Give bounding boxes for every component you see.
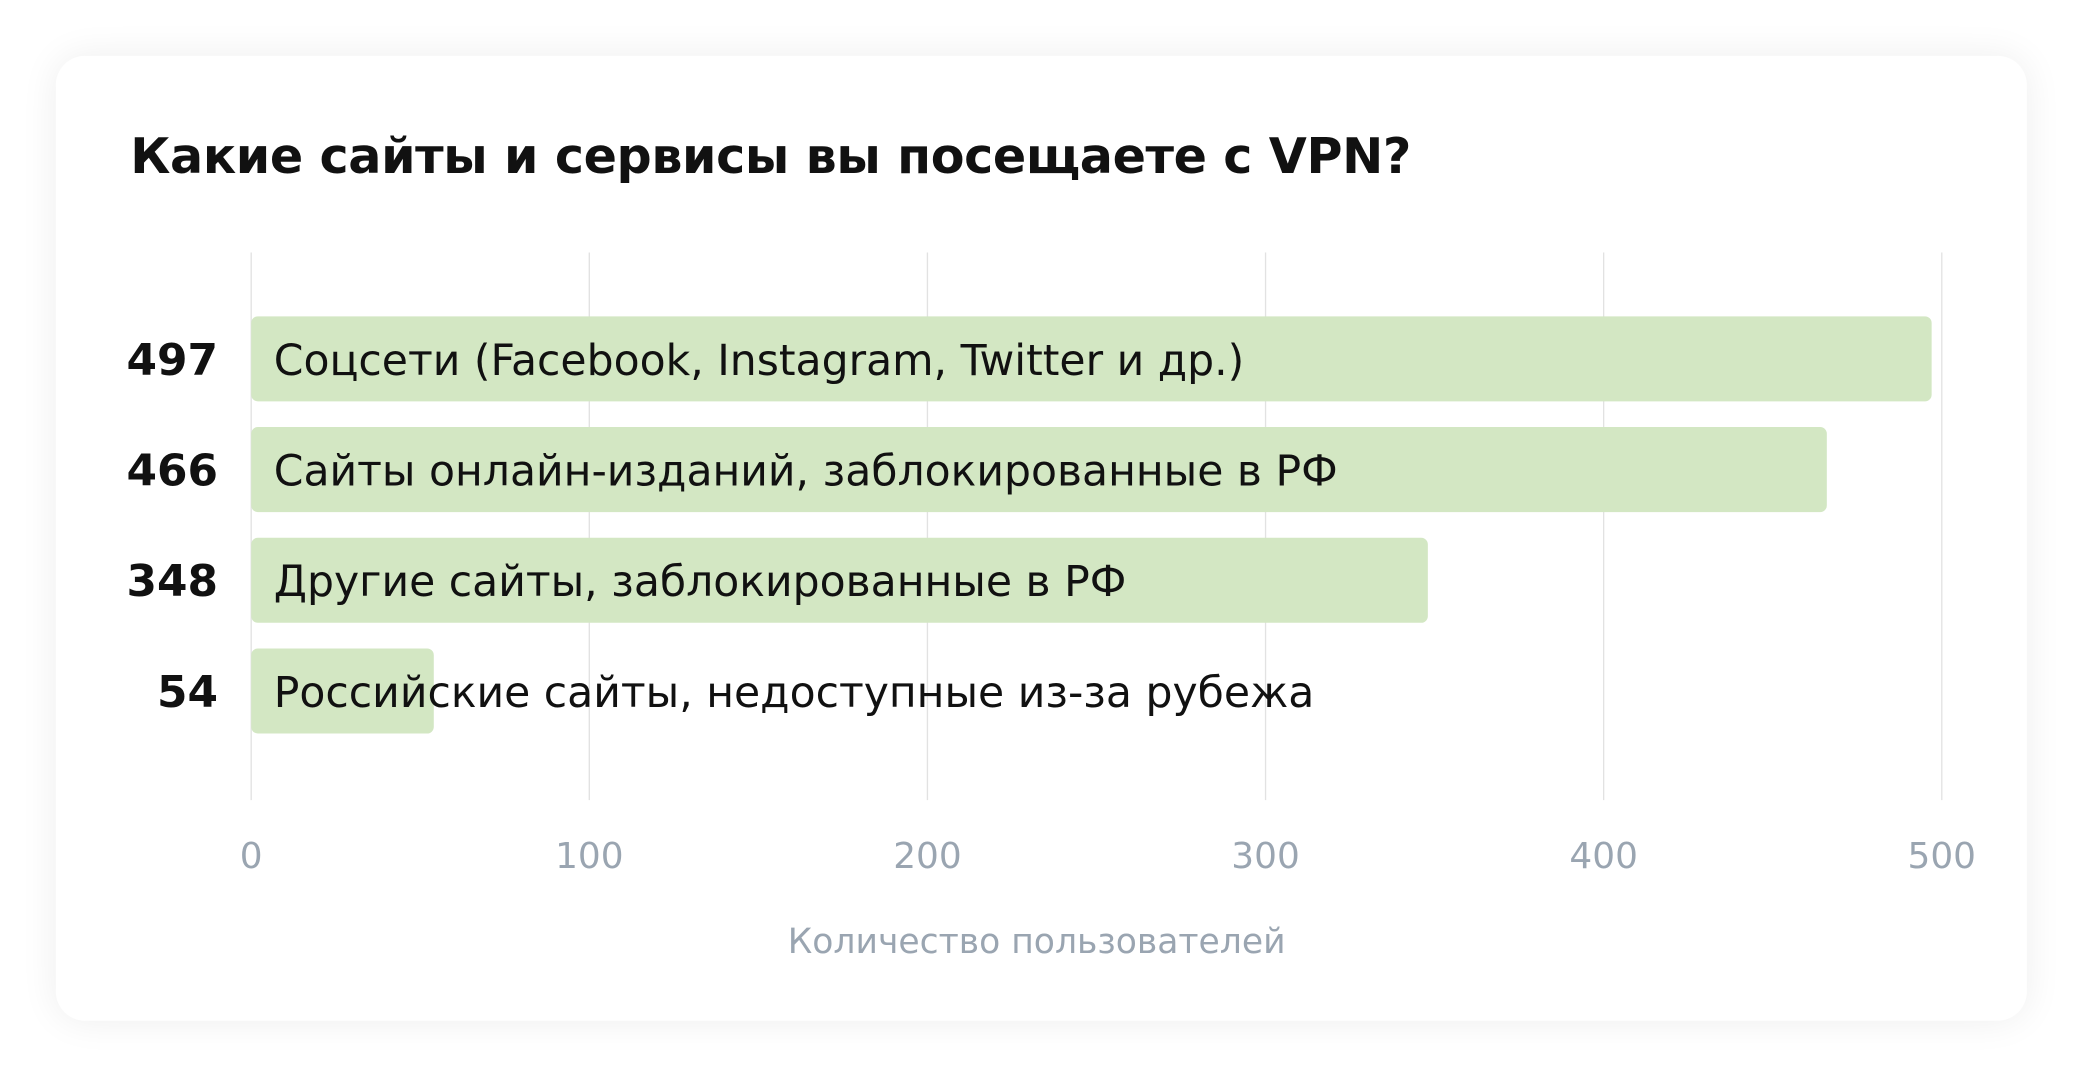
bar — [251, 427, 1827, 513]
category-label: Другие сайты, заблокированные в РФ — [274, 558, 1127, 607]
x-tick-label: 400 — [1569, 836, 1637, 877]
category-label: Соцсети (Facebook, Instagram, Twitter и … — [274, 337, 1244, 386]
x-tick-label: 200 — [893, 836, 961, 877]
x-tick-label: 0 — [240, 836, 263, 877]
bar — [251, 316, 1932, 402]
category-label: Российские сайты, недоступные из-за рубе… — [274, 669, 1315, 718]
category-label: Сайты онлайн-изданий, заблокированные в … — [274, 448, 1338, 497]
value-label: 348 — [126, 556, 218, 607]
bar — [251, 648, 434, 734]
x-tick-label: 100 — [555, 836, 623, 877]
x-tick-label: 300 — [1231, 836, 1299, 877]
chart-title: Какие сайты и сервисы вы посещаете с VPN… — [130, 127, 1411, 185]
x-tick-label: 500 — [1908, 836, 1976, 877]
bar — [251, 537, 1428, 623]
value-label: 497 — [126, 335, 218, 386]
value-label: 54 — [157, 667, 218, 718]
value-label: 466 — [126, 446, 218, 497]
x-axis-title: Количество пользователей — [788, 922, 1286, 962]
